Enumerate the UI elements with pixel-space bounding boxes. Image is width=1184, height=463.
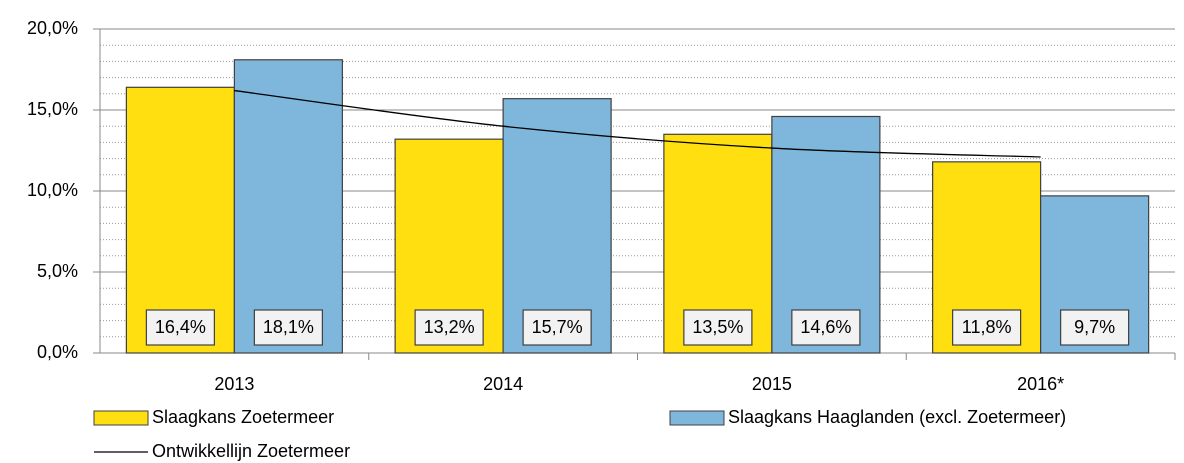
y-tick-label: 10,0% <box>27 180 78 200</box>
y-tick-label: 0,0% <box>37 342 78 362</box>
value-label-box <box>414 309 484 346</box>
legend-swatch <box>669 410 725 426</box>
value-label: 16,4% <box>155 317 206 337</box>
value-label: 15,7% <box>532 317 583 337</box>
value-label-box <box>683 309 753 346</box>
value-label: 18,1% <box>263 317 314 337</box>
x-tick-label: 2014 <box>483 374 523 394</box>
value-label: 9,7% <box>1074 317 1115 337</box>
legend-label: Slaagkans Haaglanden (excl. Zoetermeer) <box>728 407 1066 427</box>
value-label: 11,8% <box>962 317 1012 337</box>
x-tick-label: 2016* <box>1017 374 1064 394</box>
value-label: 13,5% <box>692 317 743 337</box>
x-tick-label: 2013 <box>214 374 254 394</box>
value-label: 13,2% <box>424 317 475 337</box>
x-tick-label: 2015 <box>752 374 792 394</box>
value-label-box <box>522 309 592 346</box>
bar <box>125 86 235 354</box>
trend-line <box>234 89 1041 158</box>
y-tick-label: 15,0% <box>27 99 78 119</box>
legend-label: Ontwikkellijn Zoetermeer <box>152 441 350 461</box>
value-label-box <box>952 309 1022 346</box>
value-label: 14,6% <box>800 317 851 337</box>
value-label-box <box>145 309 215 346</box>
value-label-box <box>253 309 323 346</box>
bar <box>233 59 343 354</box>
value-label-box <box>791 309 861 346</box>
value-label-box <box>1060 309 1130 346</box>
y-tick-label: 20,0% <box>27 18 78 38</box>
y-tick-label: 5,0% <box>37 261 78 281</box>
legend-swatch <box>93 410 149 426</box>
legend-label: Slaagkans Zoetermeer <box>152 407 334 427</box>
